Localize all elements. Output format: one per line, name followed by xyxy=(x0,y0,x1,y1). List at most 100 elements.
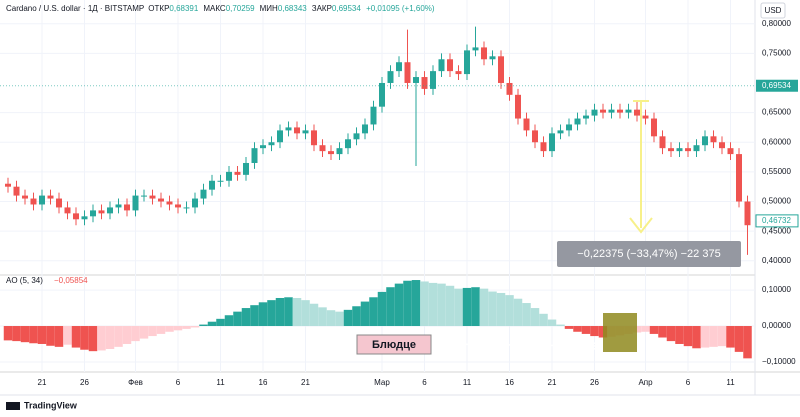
ao-bar xyxy=(173,326,183,331)
candle-body xyxy=(685,148,691,152)
ao-bar xyxy=(420,281,429,327)
ao-bar xyxy=(216,318,225,327)
ao-bar xyxy=(471,287,480,327)
ao-bar xyxy=(326,310,336,327)
saucer-label: Блюдце xyxy=(372,339,416,351)
x-tick-label: 11 xyxy=(463,378,472,387)
candle-body xyxy=(370,106,377,125)
candle-body xyxy=(328,151,334,155)
ao-title: AO (5, 34) xyxy=(6,276,43,285)
ao-bar xyxy=(182,326,191,329)
x-tick-label: Фев xyxy=(128,378,143,387)
ao-bar xyxy=(496,292,506,327)
candle-body xyxy=(464,50,470,75)
ao-bar xyxy=(743,326,752,359)
candle-body xyxy=(591,109,598,116)
y-tick-label: 0,55000 xyxy=(762,167,791,176)
y-tick-label: 0,40000 xyxy=(762,256,791,265)
symbol-title: Cardano / U.S. dollar · 1Д · BITSTAMP xyxy=(6,4,145,13)
ao-bar xyxy=(105,326,115,350)
candle-body xyxy=(47,195,54,199)
ao-bar xyxy=(190,326,200,328)
candle-body xyxy=(481,47,487,60)
stat-name: МАКС xyxy=(203,4,226,13)
currency-label[interactable]: USD xyxy=(765,6,782,15)
candle-body xyxy=(727,148,734,155)
candle-body xyxy=(523,118,530,131)
candle-body xyxy=(540,142,547,152)
candle-body xyxy=(676,148,683,152)
candle-body xyxy=(421,77,428,89)
x-tick-label: Мар xyxy=(374,378,390,387)
ao-bar xyxy=(12,326,21,342)
ao-bar xyxy=(199,324,208,327)
marker-price-box xyxy=(755,214,799,228)
candle-body xyxy=(209,180,215,190)
candle-body xyxy=(13,186,20,196)
ao-bar xyxy=(46,326,55,346)
candle-body xyxy=(98,210,105,214)
ao-bar xyxy=(250,305,259,327)
ao-bar xyxy=(20,326,30,343)
candle-body xyxy=(251,148,258,163)
ao-bar xyxy=(666,326,676,342)
y-tick-label: −0,10000 xyxy=(762,357,796,366)
saucer-arrow xyxy=(439,343,599,347)
marks xyxy=(0,26,755,359)
candle-body xyxy=(455,71,462,75)
ao-bar xyxy=(394,283,404,327)
x-tick-label: 26 xyxy=(590,378,599,387)
measure-arrowhead xyxy=(629,217,653,234)
candle-body xyxy=(447,59,453,72)
ao-bar xyxy=(3,326,13,341)
ao-bar xyxy=(275,297,285,327)
candle-body xyxy=(702,136,708,146)
candle-body xyxy=(226,171,232,181)
ohlc-stats: ОТКР0,68391 МАКС0,70259 МИН0,68343 ЗАКР0,69… xyxy=(146,4,364,13)
candle-body xyxy=(285,127,292,131)
ao-bar xyxy=(309,303,319,327)
stat-value: 0,68391 xyxy=(169,4,199,13)
saucer-highlight xyxy=(603,313,637,352)
ao-bar xyxy=(573,326,582,332)
candle-body xyxy=(158,198,164,202)
x-tick-label: 11 xyxy=(726,378,735,387)
x-tick-label: 6 xyxy=(422,378,427,387)
candle-body xyxy=(362,124,368,134)
candle-body xyxy=(634,109,640,116)
ao-bar xyxy=(284,297,293,327)
candle-body xyxy=(583,115,589,119)
candle-body xyxy=(566,124,572,131)
ao-bar xyxy=(513,298,523,327)
ao-bar xyxy=(335,311,344,327)
candle-body xyxy=(56,198,62,208)
candle-body xyxy=(39,195,45,205)
ao-bar xyxy=(114,326,123,347)
candle-body xyxy=(506,82,513,95)
ao-bar xyxy=(641,326,650,332)
ao-bar xyxy=(377,291,387,327)
candle-body xyxy=(557,130,564,134)
candle-body xyxy=(22,195,28,199)
candle-body xyxy=(260,145,266,149)
ao-bar xyxy=(649,326,659,334)
ao-bar xyxy=(224,315,234,327)
candle-body xyxy=(107,207,113,214)
ao-bar xyxy=(488,291,497,327)
ao-bar xyxy=(343,309,353,327)
ao-bar xyxy=(97,326,106,351)
ao-bar xyxy=(683,326,693,347)
stat-name: ОТКР xyxy=(148,4,170,13)
footer-brand: TradingView xyxy=(24,400,78,410)
marker-price-label: 0,46732 xyxy=(762,216,791,225)
ao-bar xyxy=(148,326,157,337)
ao-bar xyxy=(717,326,727,347)
y-tick-label: 0,10000 xyxy=(762,285,791,294)
currency-button[interactable] xyxy=(760,2,786,19)
ao-bar xyxy=(301,300,310,327)
ao-bar xyxy=(675,326,684,344)
x-tick-label: 6 xyxy=(176,378,181,387)
candle-body xyxy=(617,109,623,113)
change: +0,01095 (+1,60%) xyxy=(366,4,435,13)
